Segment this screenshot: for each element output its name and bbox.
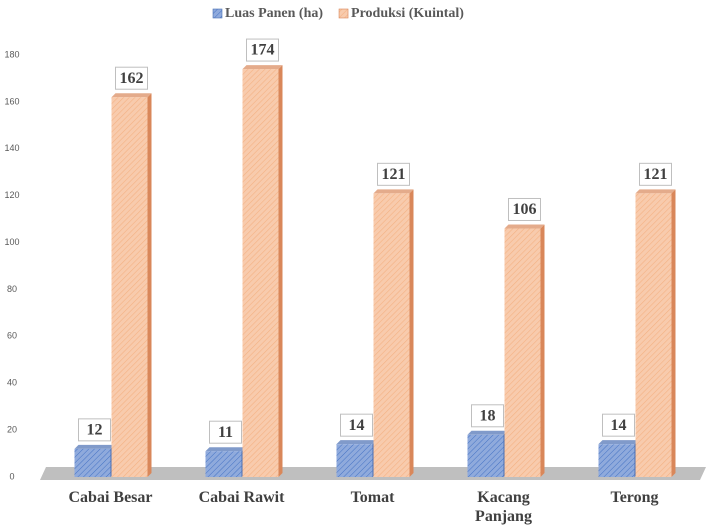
- bar: [635, 193, 672, 478]
- data-label-box: [639, 162, 672, 186]
- data-label: 14: [349, 417, 365, 434]
- data-label: 14: [611, 417, 627, 434]
- bar-side: [671, 189, 676, 478]
- bar-side: [278, 65, 283, 478]
- bar: [336, 444, 373, 477]
- bar-side: [147, 93, 152, 477]
- data-label-box: [340, 413, 373, 437]
- data-label: 11: [218, 424, 233, 441]
- bar-top: [205, 447, 246, 452]
- bar: [205, 451, 242, 477]
- data-label-box: [78, 418, 111, 442]
- y-tick-label: 120: [4, 190, 19, 200]
- data-label: 106: [513, 201, 537, 218]
- bar-top: [111, 93, 152, 98]
- data-label-box: [471, 404, 504, 428]
- y-tick-label: 140: [4, 143, 19, 153]
- bar: [111, 97, 148, 477]
- data-label-box: [377, 162, 410, 186]
- legend-label: Produksi (Kuintal): [351, 6, 464, 21]
- data-label: 121: [382, 166, 406, 183]
- bar: [504, 228, 541, 477]
- data-label: 121: [644, 166, 668, 183]
- data-label: 162: [120, 70, 144, 87]
- y-tick-label: 0: [9, 471, 14, 481]
- bar-side: [409, 189, 414, 478]
- y-tick-label: 60: [7, 331, 17, 341]
- y-tick-label: 180: [4, 49, 19, 59]
- bar-top: [242, 65, 283, 70]
- data-label: 12: [87, 422, 103, 439]
- bar: [598, 444, 635, 477]
- x-tick-label: Terong: [610, 489, 659, 506]
- bar-top: [467, 430, 508, 435]
- bar-top: [74, 444, 115, 449]
- y-tick-label: 160: [4, 96, 19, 106]
- bar-top: [598, 440, 639, 445]
- legend-swatch: [338, 8, 349, 19]
- x-tick-label: Tomat: [350, 489, 395, 506]
- data-label-box: [602, 413, 635, 437]
- legend-swatch: [212, 8, 223, 19]
- y-tick-label: 40: [7, 378, 17, 388]
- bar-top: [635, 189, 676, 194]
- bar: [373, 193, 410, 478]
- bar-top: [336, 440, 377, 445]
- bar-top: [373, 189, 414, 194]
- y-tick-label: 80: [7, 284, 17, 294]
- y-tick-label: 100: [4, 237, 19, 247]
- data-label-box: [246, 38, 279, 62]
- data-label-box: [209, 420, 242, 444]
- legend-label: Luas Panen (ha): [225, 6, 323, 21]
- data-label-box: [508, 197, 541, 221]
- data-label: 174: [251, 42, 275, 59]
- bar-side: [540, 224, 545, 477]
- y-tick-label: 20: [7, 424, 17, 434]
- x-tick-label: Kacang Panjang: [475, 489, 532, 525]
- data-label: 18: [480, 407, 496, 424]
- bar: [74, 448, 111, 477]
- data-label-box: [115, 66, 148, 90]
- bar-top: [504, 224, 545, 229]
- bar: [242, 69, 279, 478]
- bar: [467, 434, 504, 477]
- x-tick-label: Cabai Rawit: [198, 489, 285, 506]
- x-tick-label: Cabai Besar: [68, 489, 153, 506]
